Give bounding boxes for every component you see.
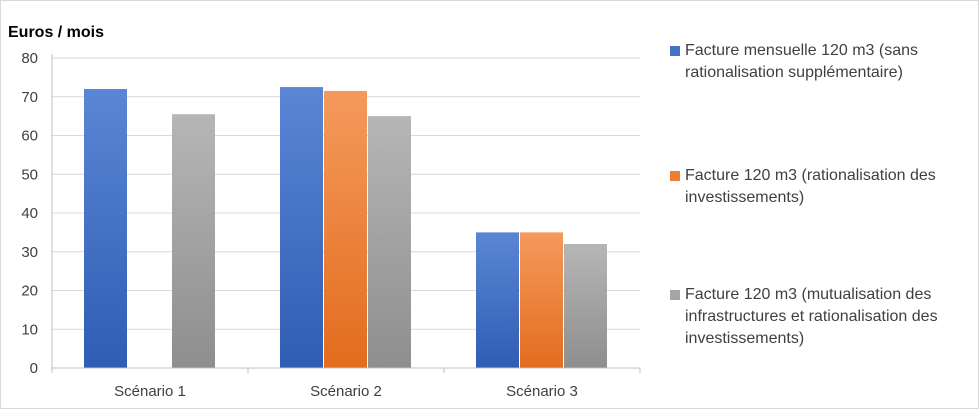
y-tick-label-70: 70 [21,89,38,106]
y-tick-label-80: 80 [21,50,38,67]
legend-label-series-1: Facture mensuelle 120 m3 (sans rationali… [685,42,918,81]
y-tick-label-20: 20 [21,283,38,300]
bar-series-2-category-2 [324,90,367,368]
y-tick-label-0: 0 [30,360,38,377]
bar-series-1-category-1 [84,89,127,368]
y-tick-label-60: 60 [21,128,38,145]
y-tick-label-30: 30 [21,244,38,261]
bar-series-3-category-2 [368,116,411,368]
y-tick-label-10: 10 [21,321,38,338]
y-tick-label-40: 40 [21,205,38,222]
x-tick-label-3: Scénario 3 [506,383,578,400]
x-tick-label-2: Scénario 2 [310,383,382,400]
bar-series-1-category-3 [476,232,519,368]
y-tick-label-50: 50 [21,166,38,183]
legend-label-series-3: Facture 120 m3 (mutualisation des infras… [685,286,938,347]
legend-label-series-2: Facture 120 m3 (rationalisation des inve… [685,167,936,206]
legend-swatch-series-3 [670,290,680,300]
chart-title: Euros / mois [8,24,104,41]
legend-swatch-series-1 [670,46,680,56]
bar-series-3-category-1 [172,114,215,368]
legend-swatch-series-2 [670,171,680,181]
bar-series-2-category-3 [520,232,563,368]
bar-series-1-category-2 [280,87,323,368]
bar-series-3-category-3 [564,244,607,368]
x-tick-label-1: Scénario 1 [114,383,186,400]
